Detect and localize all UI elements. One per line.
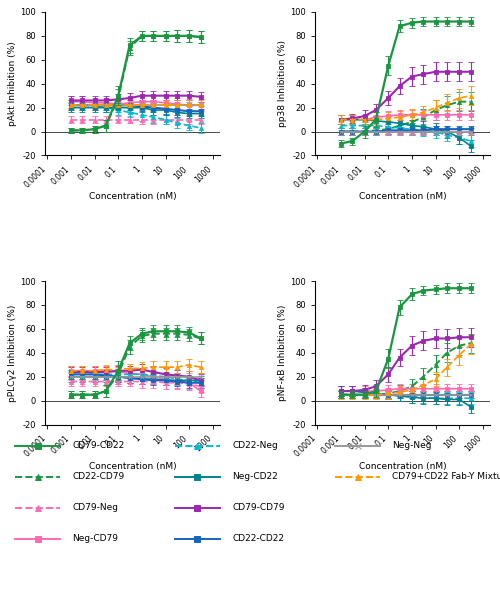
Text: CD79-Neg: CD79-Neg — [72, 503, 118, 512]
Y-axis label: pp38 Inhibition (%): pp38 Inhibition (%) — [278, 40, 287, 127]
Y-axis label: pPLCγ2 Inhibition (%): pPLCγ2 Inhibition (%) — [8, 304, 18, 401]
Text: CD22-CD79: CD22-CD79 — [72, 472, 125, 481]
Text: Neg-Neg: Neg-Neg — [392, 441, 432, 450]
X-axis label: Concentration (nM): Concentration (nM) — [88, 193, 176, 202]
Text: CD22-CD22: CD22-CD22 — [232, 534, 284, 544]
Text: Neg-CD22: Neg-CD22 — [232, 472, 278, 481]
Text: CD79-CD22: CD79-CD22 — [72, 441, 125, 450]
X-axis label: Concentration (nM): Concentration (nM) — [88, 462, 176, 471]
Text: Neg-CD79: Neg-CD79 — [72, 534, 118, 544]
X-axis label: Concentration (nM): Concentration (nM) — [358, 193, 446, 202]
Y-axis label: pAkt Inhibition (%): pAkt Inhibition (%) — [8, 41, 18, 126]
Text: CD22-Neg: CD22-Neg — [232, 441, 278, 450]
Text: CD79-CD79: CD79-CD79 — [232, 503, 285, 512]
X-axis label: Concentration (nM): Concentration (nM) — [358, 462, 446, 471]
Y-axis label: pNF-κB Inhibition (%): pNF-κB Inhibition (%) — [278, 304, 287, 401]
Text: CD79+CD22 Fab-Y Mixture: CD79+CD22 Fab-Y Mixture — [392, 472, 500, 481]
